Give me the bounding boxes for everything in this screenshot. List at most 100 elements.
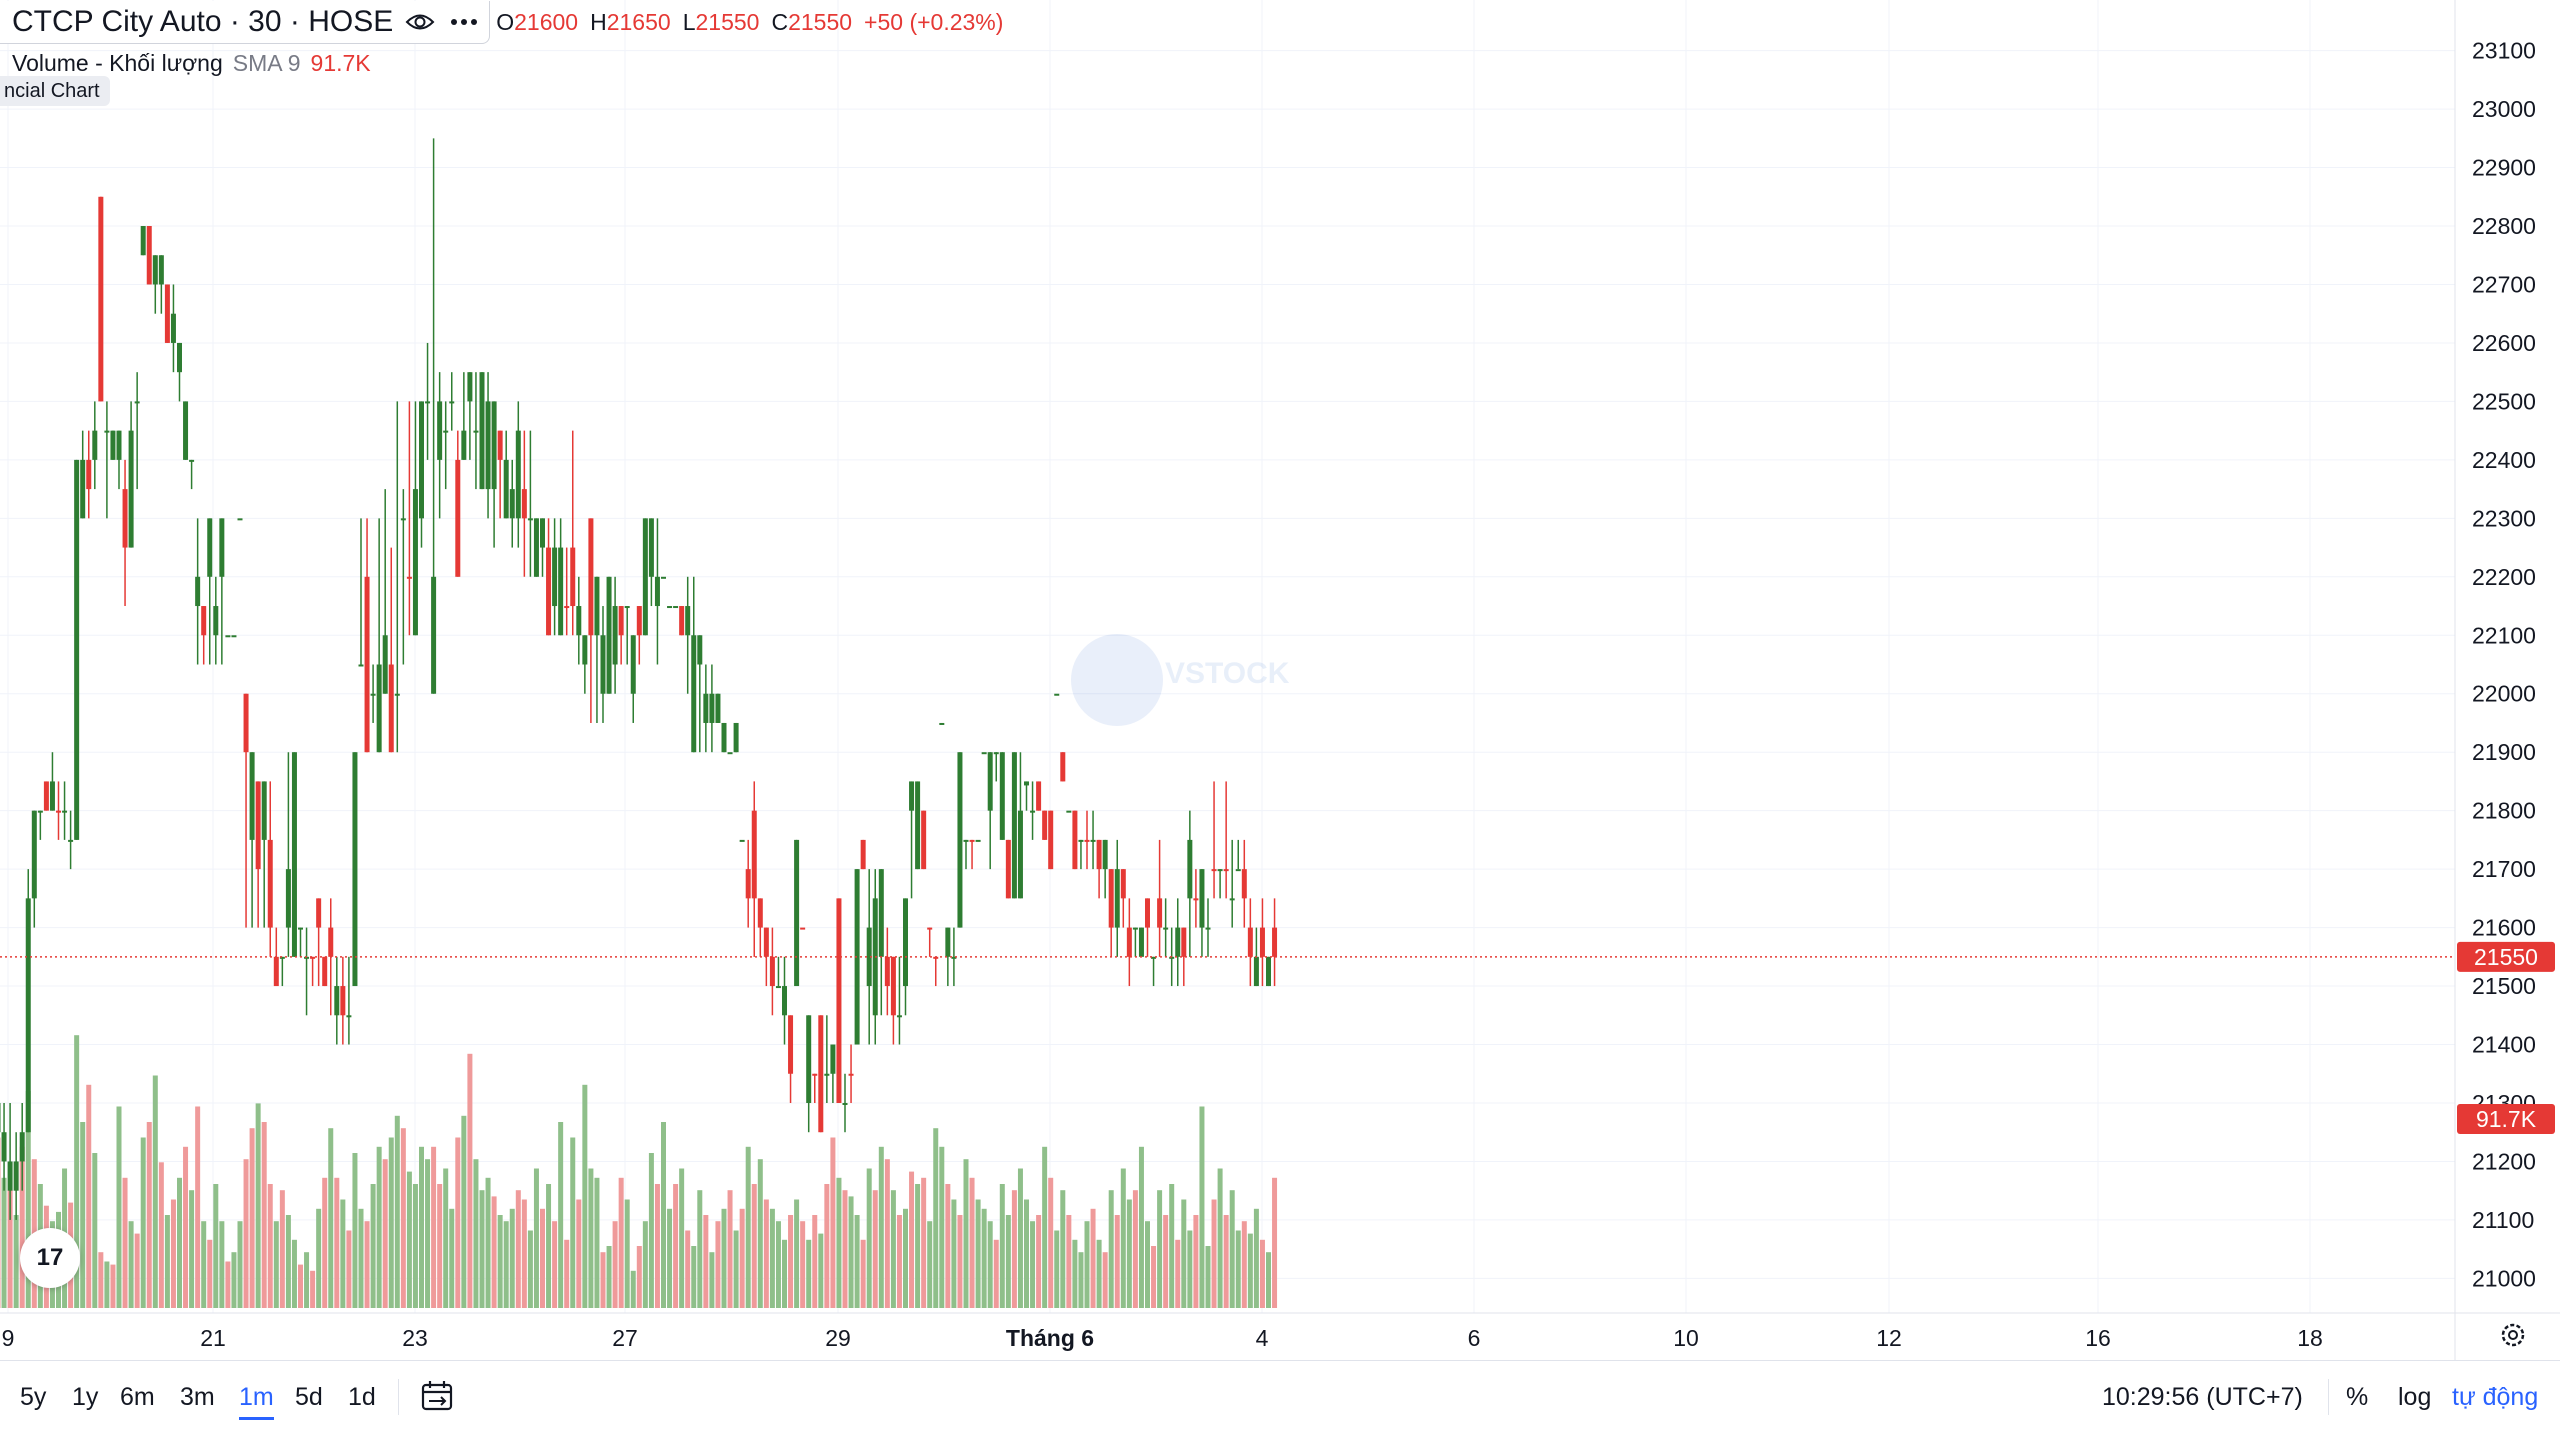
symbol-title[interactable]: CTCP City Auto · 30 · HOSE xyxy=(12,4,394,38)
timeframe-3m[interactable]: 3m xyxy=(180,1383,215,1411)
volume-bar xyxy=(146,1122,152,1308)
timeframe-5y[interactable]: 5y xyxy=(20,1383,47,1411)
ohlc-values: O21600 H21650 L21550 C21550 +50 (+0.23%) xyxy=(496,9,1003,36)
time-readout[interactable]: 10:29:56 (UTC+7) xyxy=(2102,1383,2303,1411)
last-price-text: 21550 xyxy=(2474,944,2538,970)
price-chart[interactable]: VSTOCK 23100 23000 22900 22800 22700 22600 225… xyxy=(0,0,2560,1360)
volume-bar xyxy=(473,1159,479,1308)
watermark-text: VSTOCK xyxy=(1165,657,1290,690)
timeframe-1y[interactable]: 1y xyxy=(72,1383,99,1411)
volume-bar xyxy=(1048,1177,1054,1308)
candle-body xyxy=(1096,839,1102,870)
volume-bar xyxy=(1114,1215,1120,1308)
candle-body xyxy=(509,489,515,519)
candle-body xyxy=(515,430,521,519)
candle-body xyxy=(679,606,685,636)
candle-body xyxy=(1,1132,7,1162)
candle-body xyxy=(152,255,158,285)
candle-body xyxy=(558,547,564,636)
candle-body xyxy=(231,635,237,638)
candle-body xyxy=(630,635,636,694)
price-tick-label: 21100 xyxy=(2472,1207,2534,1233)
volume-label: Volume - Khối lượng xyxy=(12,50,223,76)
last-price-bg xyxy=(2457,941,2555,972)
more-dots-icon[interactable] xyxy=(447,7,481,37)
volume-bar xyxy=(540,1208,545,1308)
candle-body xyxy=(1017,810,1023,899)
volume-bar xyxy=(733,1230,739,1308)
volume-bar xyxy=(703,1215,709,1308)
volume-bar xyxy=(642,1221,648,1308)
volume-bar xyxy=(564,1239,570,1308)
candle-body xyxy=(376,664,382,753)
candle-body xyxy=(364,576,370,753)
date-tick-label: 27 xyxy=(612,1325,638,1351)
price-tick-label: 23000 xyxy=(2472,96,2536,122)
candle-body xyxy=(624,606,630,609)
price-axis[interactable]: 23100 23000 22900 22800 22700 22600 22500 22400… xyxy=(2454,0,2536,1360)
candle-body xyxy=(818,1015,824,1133)
candle-body xyxy=(291,752,297,957)
tradingview-logo-icon[interactable]: 17 xyxy=(20,1228,80,1288)
volume-bar xyxy=(872,1190,878,1308)
candle-body xyxy=(836,898,842,1103)
candle-body xyxy=(388,664,394,753)
volume-bar xyxy=(558,1122,564,1308)
candle-body xyxy=(727,752,733,755)
candle-body xyxy=(110,430,116,460)
candle-body xyxy=(412,489,418,636)
last-volume-tag: 91.7K xyxy=(2457,1104,2555,1134)
candle-body xyxy=(1126,927,1132,957)
candle-body xyxy=(975,839,981,842)
candle-body xyxy=(134,401,140,404)
candle-body xyxy=(479,372,485,490)
candle-body xyxy=(721,722,727,753)
volume-bar xyxy=(219,1221,225,1308)
symbol-box[interactable]: CTCP City Auto · 30 · HOSE xyxy=(0,0,491,44)
volume-bar xyxy=(999,1184,1005,1308)
volume-bar xyxy=(860,1239,866,1308)
volume-bar xyxy=(122,1177,128,1308)
candle-body xyxy=(933,956,939,959)
volume-bar xyxy=(497,1215,503,1308)
candle-body xyxy=(104,430,110,433)
candle-body xyxy=(491,401,497,490)
candle-body xyxy=(25,898,31,1133)
candle-body xyxy=(358,664,364,667)
volume-bar xyxy=(533,1168,539,1308)
candle-body xyxy=(1205,927,1211,930)
volume-bar xyxy=(612,1221,618,1308)
volume-bar xyxy=(1078,1252,1084,1308)
time-axis[interactable]: 9 21 23 27 29 Tháng 6 4 6 10 12 16 18 xyxy=(0,1312,2560,1351)
timeframe-1m[interactable]: 1m xyxy=(239,1383,274,1420)
volume-bar xyxy=(449,1208,455,1308)
candle-body xyxy=(866,927,872,987)
volume-legend[interactable]: Volume - Khối lượng SMA 9 91.7K xyxy=(12,50,371,77)
candle-body xyxy=(794,839,800,987)
date-tick-label: 4 xyxy=(1256,1325,1269,1351)
volume-bar xyxy=(836,1177,842,1308)
close-value: C21550 xyxy=(771,8,853,35)
candle-body xyxy=(782,986,787,1016)
volume-bar xyxy=(255,1103,261,1308)
gear-icon[interactable] xyxy=(2498,1320,2528,1350)
percent-scale-toggle[interactable]: % xyxy=(2346,1383,2369,1411)
calendar-range-icon[interactable] xyxy=(418,1377,458,1417)
candle-body xyxy=(1060,752,1066,782)
timeframe-1d[interactable]: 1d xyxy=(348,1383,376,1411)
volume-bar xyxy=(25,1091,31,1308)
timeframe-5d[interactable]: 5d xyxy=(295,1383,323,1411)
candle-body xyxy=(425,401,431,404)
volume-bar xyxy=(7,1190,13,1308)
timeframe-6m[interactable]: 6m xyxy=(120,1383,155,1411)
volume-bar xyxy=(594,1177,600,1308)
candle-body xyxy=(328,927,334,957)
candle-body xyxy=(394,693,400,696)
auto-scale-toggle[interactable]: tự động xyxy=(2452,1383,2539,1411)
candle-body xyxy=(667,606,673,609)
candle-body xyxy=(1090,839,1096,842)
eye-icon[interactable] xyxy=(403,7,437,37)
log-scale-toggle[interactable]: log xyxy=(2398,1383,2432,1411)
candle-body xyxy=(310,956,316,959)
candle-body xyxy=(945,927,951,957)
